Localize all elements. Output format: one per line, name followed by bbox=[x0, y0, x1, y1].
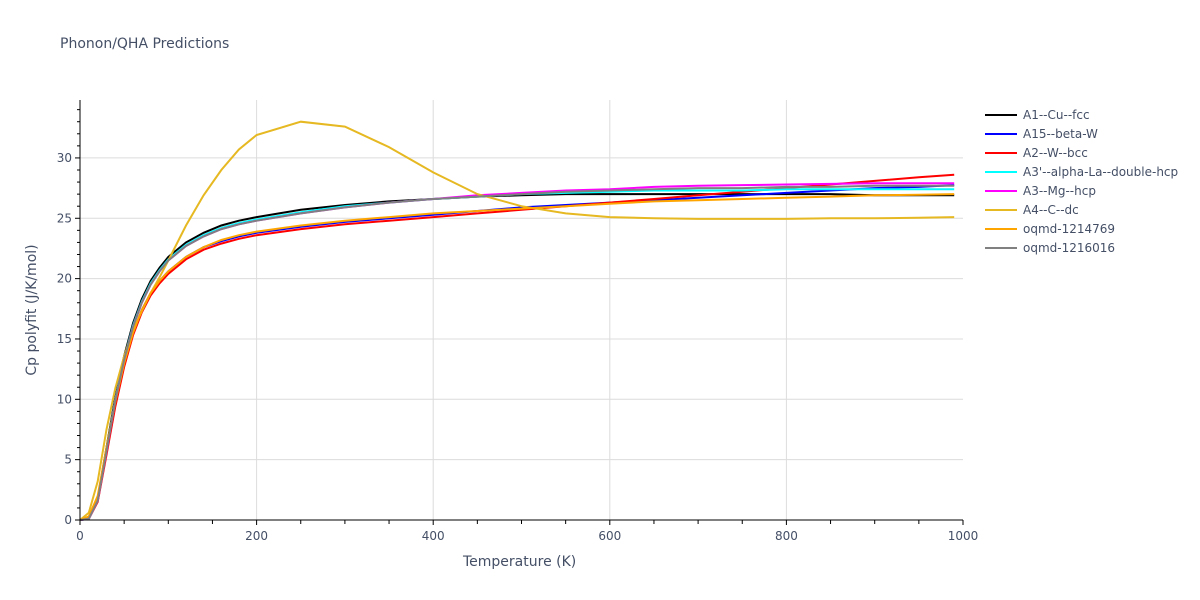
x-tick-label: 600 bbox=[598, 529, 621, 543]
legend-item[interactable]: A3'--alpha-La--double-hcp bbox=[985, 162, 1178, 181]
legend-label: A1--Cu--fcc bbox=[1023, 107, 1090, 122]
series-line[interactable] bbox=[79, 193, 955, 521]
x-tick-label: 200 bbox=[245, 529, 268, 543]
x-tick-label: 800 bbox=[775, 529, 798, 543]
series-line[interactable] bbox=[79, 184, 955, 521]
series-line[interactable] bbox=[79, 188, 955, 521]
legend-item[interactable]: A2--W--bcc bbox=[985, 143, 1178, 162]
x-axis-label: Temperature (K) bbox=[463, 554, 577, 570]
y-tick-label: 0 bbox=[64, 513, 72, 527]
legend-item[interactable]: oqmd-1214769 bbox=[985, 219, 1178, 238]
legend-swatch-icon bbox=[985, 246, 1017, 249]
legend-swatch-icon bbox=[985, 170, 1017, 173]
legend-swatch-icon bbox=[985, 227, 1017, 230]
series-line[interactable] bbox=[79, 184, 955, 521]
legend-label: oqmd-1216016 bbox=[1023, 240, 1116, 255]
legend: A1--Cu--fcc A15--beta-W A2--W--bcc A3'--alp… bbox=[985, 105, 1178, 257]
legend-swatch-icon bbox=[985, 151, 1017, 154]
legend-item[interactable]: oqmd-1216016 bbox=[985, 238, 1178, 257]
legend-swatch-icon bbox=[985, 132, 1017, 135]
y-tick-label: 30 bbox=[57, 151, 72, 165]
y-tick-label: 20 bbox=[57, 272, 72, 286]
y-tick-label: 25 bbox=[57, 211, 72, 225]
legend-item[interactable]: A3--Mg--hcp bbox=[985, 181, 1178, 200]
y-tick-label: 10 bbox=[57, 392, 72, 406]
x-tick-label: 1000 bbox=[948, 529, 979, 543]
x-tick-label: 0 bbox=[76, 529, 84, 543]
legend-label: A15--beta-W bbox=[1023, 126, 1098, 141]
legend-swatch-icon bbox=[985, 189, 1017, 192]
chart-title: Phonon/QHA Predictions bbox=[60, 36, 230, 52]
y-tick-label: 5 bbox=[64, 453, 72, 467]
x-tick-label: 400 bbox=[422, 529, 445, 543]
legend-label: A4--C--dc bbox=[1023, 202, 1079, 217]
legend-swatch-icon bbox=[985, 208, 1017, 211]
legend-item[interactable]: A4--C--dc bbox=[985, 200, 1178, 219]
legend-label: A3--Mg--hcp bbox=[1023, 183, 1096, 198]
legend-item[interactable]: A15--beta-W bbox=[985, 124, 1178, 143]
legend-label: A2--W--bcc bbox=[1023, 145, 1088, 160]
legend-label: oqmd-1214769 bbox=[1023, 221, 1116, 236]
legend-label: A3'--alpha-La--double-hcp bbox=[1023, 164, 1179, 179]
series-line[interactable] bbox=[79, 120, 955, 521]
legend-item[interactable]: A1--Cu--fcc bbox=[985, 105, 1178, 124]
series-line[interactable] bbox=[79, 193, 955, 521]
series-line[interactable] bbox=[79, 173, 955, 521]
y-axis-label: Cp polyfit (J/K/mol) bbox=[24, 244, 40, 376]
y-tick-label: 15 bbox=[57, 332, 72, 346]
legend-swatch-icon bbox=[985, 113, 1017, 116]
